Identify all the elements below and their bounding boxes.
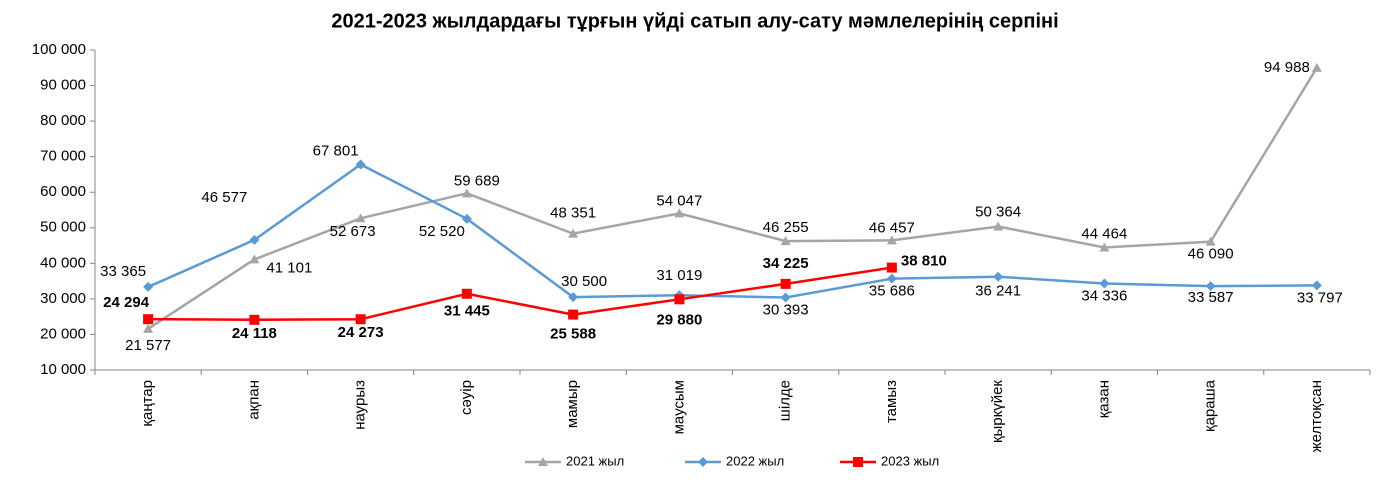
data-point [461,188,472,198]
y-tick-label: 30 000 [40,290,86,307]
data-point [886,262,897,273]
y-tick-label: 70 000 [40,148,86,165]
data-point [568,228,579,238]
y-tick-label: 100 000 [32,41,86,58]
y-tick-label: 90 000 [40,77,86,94]
x-tick-label: желтоқсан [1308,380,1325,452]
data-point [780,236,791,246]
data-point [1099,242,1110,252]
data-label: 94 988 [1264,59,1310,76]
series-line [147,67,1318,330]
data-label: 31 019 [656,267,702,284]
series-line [147,163,1317,299]
legend-label: 2023 жыл [881,453,939,468]
data-label: 35 686 [869,283,915,300]
data-point [1099,278,1110,289]
data-point [568,292,579,303]
data-label: 33 365 [100,263,146,280]
legend-marker [698,457,708,467]
data-point [674,208,685,218]
x-tick-label: қазан [1095,380,1112,418]
x-tick-label: сәуір [458,380,475,415]
legend-marker [538,457,548,466]
legend-label: 2021 жыл [566,453,624,468]
data-point [461,288,472,299]
chart-title: 2021-2023 жылдардағы тұрғын үйді сатып а… [331,10,1058,32]
x-tick-label: маусым [670,380,687,434]
data-label: 29 880 [656,311,702,328]
data-label: 44 464 [1081,225,1127,242]
y-tick-label: 80 000 [40,112,86,129]
y-tick-label: 10 000 [40,361,86,378]
data-label: 24 294 [103,294,150,311]
data-point [780,292,791,303]
data-label: 52 673 [330,223,376,240]
data-point [1205,236,1216,246]
data-label: 34 336 [1081,287,1127,304]
data-point [674,294,685,305]
data-label: 24 118 [232,325,277,342]
data-point [993,221,1004,231]
data-point [1311,280,1322,291]
data-label: 54 047 [656,192,702,209]
data-point [355,314,366,325]
data-point [143,323,154,333]
series-line [148,266,893,322]
y-tick-label: 50 000 [40,219,86,236]
data-label: 24 273 [338,324,384,341]
data-point [568,309,579,320]
x-tick-label: ақпан [245,380,262,420]
data-label: 21 577 [125,337,171,354]
data-point [143,314,154,325]
data-label: 46 577 [201,189,247,206]
data-point [780,278,791,289]
data-point [355,213,366,223]
data-point [993,271,1004,282]
data-point [886,235,897,245]
data-label: 38 810 [901,253,947,270]
data-label: 52 520 [419,223,465,240]
data-point [886,273,897,284]
x-tick-label: мамыр [564,380,581,428]
y-tick-label: 40 000 [40,254,86,271]
legend-marker [853,457,863,467]
y-tick-label: 60 000 [40,183,86,200]
data-point [461,213,472,224]
data-label: 41 101 [266,259,312,276]
data-label: 34 225 [763,255,809,272]
data-label: 48 351 [550,205,596,222]
data-point [249,234,260,245]
data-point [1311,62,1322,72]
data-label: 46 255 [763,219,809,236]
x-tick-label: наурыз [352,380,369,430]
data-label: 31 445 [444,303,490,320]
data-point [355,159,366,170]
data-point [1205,281,1216,292]
data-label: 46 090 [1188,246,1234,263]
data-label: 30 500 [561,273,607,290]
x-tick-label: қараша [1202,379,1219,432]
x-tick-label: қыркүйек [989,380,1006,443]
data-label: 25 588 [550,326,596,343]
data-label: 33 797 [1297,289,1343,306]
data-label: 30 393 [763,301,809,318]
x-tick-label: шілде [777,380,794,421]
data-label: 67 801 [313,142,359,159]
data-label: 59 689 [454,172,500,189]
data-point [249,314,260,325]
data-label: 46 457 [869,219,915,236]
data-point [249,254,260,264]
legend-label: 2022 жыл [726,453,784,468]
data-label: 33 587 [1188,289,1234,306]
y-tick-label: 20 000 [40,325,86,342]
x-tick-label: тамыз [883,380,900,423]
data-label: 50 364 [975,203,1021,220]
x-tick-label: қаңтар [139,380,156,427]
data-label: 36 241 [975,283,1021,300]
data-point [143,281,154,292]
